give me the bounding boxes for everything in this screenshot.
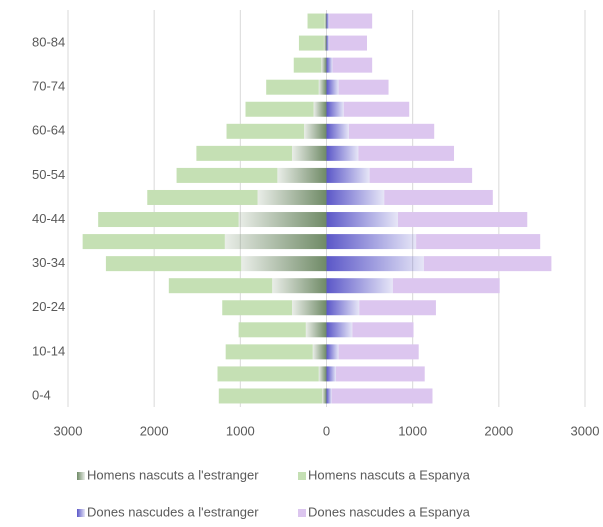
x-tick-label: 0 <box>323 423 330 438</box>
legend-swatch <box>298 472 306 480</box>
bar <box>326 212 399 228</box>
bar <box>277 167 327 183</box>
bar <box>352 322 414 338</box>
bar <box>338 79 389 95</box>
bar <box>326 57 333 73</box>
bar <box>369 167 473 183</box>
bar <box>266 79 319 95</box>
bar <box>398 212 528 228</box>
x-tick-label: 1000 <box>398 423 427 438</box>
y-tick-label: 70-74 <box>32 79 65 94</box>
x-tick-label: 2000 <box>140 423 169 438</box>
bar <box>423 256 552 272</box>
legend-swatch <box>77 472 85 480</box>
bar <box>358 145 455 161</box>
legend-label: Homens nascuts a l'estranger <box>87 467 259 482</box>
bar <box>392 278 500 294</box>
bar <box>217 366 319 382</box>
bar <box>326 256 424 272</box>
bar <box>238 322 306 338</box>
bar <box>105 256 242 272</box>
bar <box>326 189 385 205</box>
bar <box>326 167 370 183</box>
legend-swatch <box>77 509 85 517</box>
bar <box>225 344 313 360</box>
bar <box>98 212 239 228</box>
bar <box>335 366 425 382</box>
bar <box>226 123 305 139</box>
y-tick-label: 60-64 <box>32 123 65 138</box>
bar <box>312 344 327 360</box>
bar <box>241 256 327 272</box>
bar <box>326 79 339 95</box>
bar <box>293 57 322 73</box>
y-tick-label: 40-44 <box>32 211 65 226</box>
bar <box>292 300 327 316</box>
bar <box>222 300 293 316</box>
bar <box>238 212 327 228</box>
bar <box>196 145 293 161</box>
bar <box>305 322 327 338</box>
bar <box>416 234 541 250</box>
legend-swatch <box>298 509 306 517</box>
bar <box>176 167 278 183</box>
bar <box>348 123 435 139</box>
bar <box>326 278 393 294</box>
bar <box>224 234 327 250</box>
bar <box>257 189 327 205</box>
bar <box>323 35 327 51</box>
x-tick-label: 3000 <box>571 423 600 438</box>
x-tick-label: 3000 <box>54 423 83 438</box>
bar <box>298 35 324 51</box>
bar <box>326 388 332 404</box>
bar <box>331 388 433 404</box>
y-tick-label: 30-34 <box>32 255 65 270</box>
bar <box>304 123 327 139</box>
bar <box>147 189 258 205</box>
legend-label: Homens nascuts a Espanya <box>308 467 471 482</box>
legend-label: Dones nascudes a l'estranger <box>87 504 259 519</box>
y-tick-label: 0-4 <box>32 387 51 402</box>
bar <box>324 13 327 29</box>
bar <box>82 234 225 250</box>
bar <box>272 278 327 294</box>
bar <box>384 189 493 205</box>
x-tick-label: 2000 <box>484 423 513 438</box>
bar <box>218 388 323 404</box>
y-tick-label: 10-14 <box>32 343 65 358</box>
y-tick-label: 80-84 <box>32 35 65 50</box>
bar <box>359 300 436 316</box>
bar <box>326 322 353 338</box>
bar <box>245 101 314 117</box>
bar <box>332 57 373 73</box>
bar <box>326 300 360 316</box>
bar <box>343 101 410 117</box>
bar <box>321 57 327 73</box>
bar <box>313 101 327 117</box>
y-tick-label: 50-54 <box>32 167 65 182</box>
bar <box>329 13 373 29</box>
bar <box>318 366 327 382</box>
bar <box>326 234 417 250</box>
bar <box>338 344 419 360</box>
bar <box>326 366 336 382</box>
bar <box>326 344 339 360</box>
bar <box>318 79 327 95</box>
bar <box>326 101 344 117</box>
x-tick-label: 1000 <box>226 423 255 438</box>
bar <box>292 145 327 161</box>
bar <box>326 145 359 161</box>
bar <box>322 388 327 404</box>
bar <box>329 35 367 51</box>
bar <box>326 13 330 29</box>
bar <box>307 13 325 29</box>
bar <box>326 123 349 139</box>
bar <box>326 35 330 51</box>
legend-label: Dones nascudes a Espanya <box>308 504 471 519</box>
bar <box>168 278 273 294</box>
y-tick-label: 20-24 <box>32 299 65 314</box>
